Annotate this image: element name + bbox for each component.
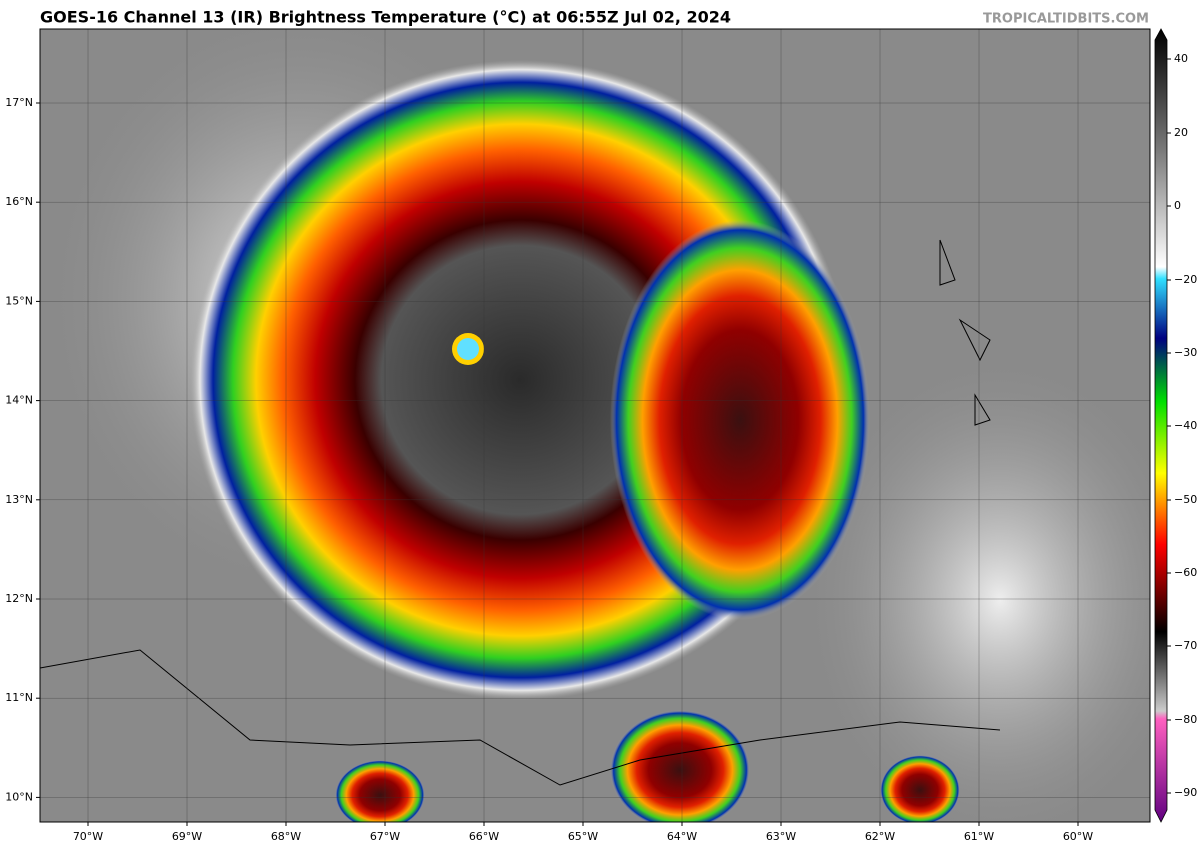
lat-label: 12°N — [5, 592, 33, 605]
colorbar-label: −30 — [1174, 346, 1197, 359]
colorbar-label: −70 — [1174, 639, 1197, 652]
lon-label: 70°W — [73, 830, 103, 843]
lon-label: 68°W — [271, 830, 301, 843]
lat-label: 14°N — [5, 394, 33, 407]
colorbar-label: −40 — [1174, 419, 1197, 432]
lat-label: 11°N — [5, 691, 33, 704]
colorbar-label: 40 — [1174, 52, 1188, 65]
colorbar — [1154, 28, 1168, 823]
lon-label: 60°W — [1063, 830, 1093, 843]
lat-label: 17°N — [5, 96, 33, 109]
lon-label: 63°W — [766, 830, 796, 843]
lon-label: 66°W — [469, 830, 499, 843]
lat-label: 16°N — [5, 195, 33, 208]
colorbar-label: −90 — [1174, 786, 1197, 799]
colorbar-label: −20 — [1174, 273, 1197, 286]
title: GOES-16 Channel 13 (IR) Brightness Tempe… — [40, 8, 731, 27]
lat-label: 13°N — [5, 493, 33, 506]
lon-label: 69°W — [172, 830, 202, 843]
satellite-image — [40, 29, 1150, 822]
colorbar-label: −80 — [1174, 713, 1197, 726]
lon-label: 61°W — [964, 830, 994, 843]
credit: TROPICALTIDBITS.COM — [983, 12, 1149, 27]
lon-label: 62°W — [865, 830, 895, 843]
colorbar-label: −60 — [1174, 566, 1197, 579]
colorbar-label: 20 — [1174, 126, 1188, 139]
lat-label: 10°N — [5, 790, 33, 803]
map-frame — [39, 28, 1151, 823]
graticule — [40, 29, 1150, 822]
lon-label: 65°W — [568, 830, 598, 843]
lon-label: 64°W — [667, 830, 697, 843]
lon-label: 67°W — [370, 830, 400, 843]
colorbar-label: −50 — [1174, 493, 1197, 506]
colorbar-label: 0 — [1174, 199, 1181, 212]
lat-label: 15°N — [5, 294, 33, 307]
